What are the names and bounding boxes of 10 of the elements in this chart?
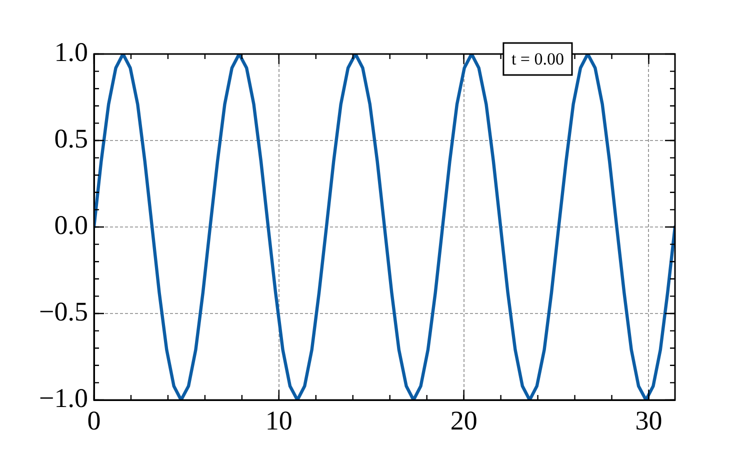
x-tick-label: 30 (635, 405, 662, 436)
y-tick-label: 0.0 (54, 210, 88, 240)
y-tick-label: −1.0 (39, 383, 88, 414)
annotation: t = 0.00 (511, 49, 564, 68)
y-tick-label: −0.5 (39, 296, 88, 327)
y-tick-label: 1.0 (54, 37, 88, 68)
x-tick-label: 0 (87, 405, 101, 436)
x-tick-label: 20 (450, 405, 478, 436)
x-tick-label: 10 (265, 405, 292, 436)
y-tick-label: 0.5 (54, 124, 88, 154)
